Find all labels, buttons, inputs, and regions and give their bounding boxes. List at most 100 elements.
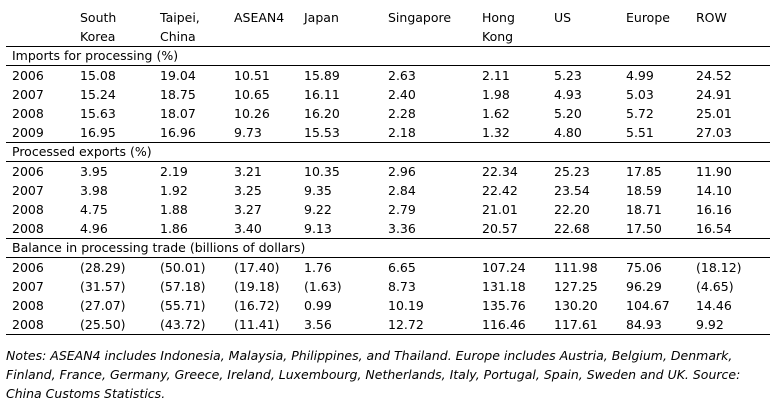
table-cell: 0.99 [304, 298, 332, 313]
table-cell: (4.65) [696, 279, 734, 294]
table-cell: 24.52 [696, 68, 732, 83]
table-row: 2008 (27.07) (55.71) (16.72) 0.99 10.19 … [6, 296, 770, 315]
year-cell: 2006 [12, 260, 44, 275]
table-cell: 4.93 [554, 87, 582, 102]
table-cell: 15.63 [80, 106, 116, 121]
table-cell: (28.29) [80, 260, 126, 275]
table-cell: (55.71) [160, 298, 206, 313]
table-cell: 2.18 [388, 125, 416, 140]
header-cell: ASEAN4 [234, 10, 285, 25]
table-cell: 10.35 [304, 164, 340, 179]
table-cell: 75.06 [626, 260, 662, 275]
section-header-row: Balance in processing trade (billions of… [6, 238, 770, 258]
year-cell: 2008 [12, 298, 44, 313]
header-cell: South Korea [80, 10, 117, 44]
table-cell: 3.21 [234, 164, 262, 179]
table-cell: (19.18) [234, 279, 280, 294]
table-cell: 117.61 [548, 315, 620, 335]
table-cell: 2.79 [388, 202, 416, 217]
table-cell: 6.65 [388, 260, 416, 275]
table-cell: 21.01 [482, 202, 518, 217]
table-cell: (31.57) [80, 279, 126, 294]
table-cell: 2.84 [388, 183, 416, 198]
table-cell: 23.54 [554, 183, 590, 198]
table-cell: (50.01) [160, 260, 206, 275]
table-cell: 5.72 [626, 106, 654, 121]
table-cell: 22.68 [554, 221, 590, 236]
table-cell: 10.19 [388, 298, 424, 313]
table-cell: 4.80 [554, 125, 582, 140]
table-cell: 2.63 [388, 68, 416, 83]
table-row: 2006 3.95 2.19 3.21 10.35 2.96 22.34 25.… [6, 162, 770, 182]
header-cell: Japan [304, 10, 339, 25]
section-title: Imports for processing (%) [6, 46, 770, 66]
table-cell: 3.25 [234, 183, 262, 198]
table-cell: (17.40) [234, 260, 280, 275]
table-row: 2007 (31.57) (57.18) (19.18) (1.63) 8.73… [6, 277, 770, 296]
table-cell: 27.03 [696, 125, 732, 140]
table-cell: 1.76 [304, 260, 332, 275]
year-cell: 2006 [12, 164, 44, 179]
table-cell: 19.04 [160, 68, 196, 83]
table-cell: 25.01 [696, 106, 732, 121]
table-cell: (1.63) [304, 279, 342, 294]
table-cell: 16.95 [80, 125, 116, 140]
table-cell: 84.93 [620, 315, 690, 335]
table-cell: 17.50 [626, 221, 662, 236]
table-row: 2008 4.75 1.88 3.27 9.22 2.79 21.01 22.2… [6, 200, 770, 219]
table-cell: 1.92 [160, 183, 188, 198]
year-cell: 2007 [12, 279, 44, 294]
table-cell: 130.20 [554, 298, 598, 313]
table-cell: 1.86 [160, 221, 188, 236]
table-cell: (25.50) [74, 315, 154, 335]
table-cell: 9.22 [304, 202, 332, 217]
table-cell: 20.57 [482, 221, 518, 236]
year-cell: 2008 [12, 106, 44, 121]
table-cell: 14.10 [696, 183, 732, 198]
header-cell: ROW [696, 10, 727, 25]
table-cell: 18.07 [160, 106, 196, 121]
header-cell: US [554, 10, 572, 25]
table-cell: 1.88 [160, 202, 188, 217]
year-cell: 2007 [12, 183, 44, 198]
table-cell: 3.36 [388, 221, 416, 236]
table-cell: 2.40 [388, 87, 416, 102]
table-cell: 16.11 [304, 87, 340, 102]
table-cell: 22.20 [554, 202, 590, 217]
table-cell: 11.90 [696, 164, 732, 179]
table-cell: 15.24 [80, 87, 116, 102]
table-cell: 2.11 [482, 68, 510, 83]
table-cell: 127.25 [554, 279, 598, 294]
table-cell: 22.34 [482, 164, 518, 179]
table-cell: 5.20 [554, 106, 582, 121]
table-row: 2008 15.63 18.07 10.26 16.20 2.28 1.62 5… [6, 104, 770, 123]
table-cell: 4.99 [626, 68, 654, 83]
table-cell: 116.46 [476, 315, 548, 335]
section-title: Processed exports (%) [6, 142, 770, 162]
table-cell: 3.98 [80, 183, 108, 198]
section-title: Balance in processing trade (billions of… [6, 238, 770, 258]
table-cell: 18.71 [626, 202, 662, 217]
table-row: 2008 4.96 1.86 3.40 9.13 3.36 20.57 22.6… [6, 219, 770, 239]
table-cell: 12.72 [382, 315, 476, 335]
table-cell: 18.75 [160, 87, 196, 102]
table-cell: 8.73 [388, 279, 416, 294]
table-cell: 17.85 [626, 164, 662, 179]
year-cell: 2008 [6, 315, 74, 335]
header-cell: Europe [626, 10, 670, 25]
table-cell: 10.26 [234, 106, 270, 121]
table-cell: 16.96 [160, 125, 196, 140]
table-cell: 2.96 [388, 164, 416, 179]
table-cell: 15.53 [304, 125, 340, 140]
table-cell: 9.13 [304, 221, 332, 236]
table-cell: 3.95 [80, 164, 108, 179]
table-cell: 4.96 [80, 221, 108, 236]
table-cell: 15.08 [80, 68, 116, 83]
section-header-row: Processed exports (%) [6, 142, 770, 162]
header-cell: Hong Kong [482, 10, 515, 44]
table-cell: 1.98 [482, 87, 510, 102]
table-row: 2007 3.98 1.92 3.25 9.35 2.84 22.42 23.5… [6, 181, 770, 200]
table-cell: 3.40 [234, 221, 262, 236]
table-cell: 5.03 [626, 87, 654, 102]
year-cell: 2007 [12, 87, 44, 102]
